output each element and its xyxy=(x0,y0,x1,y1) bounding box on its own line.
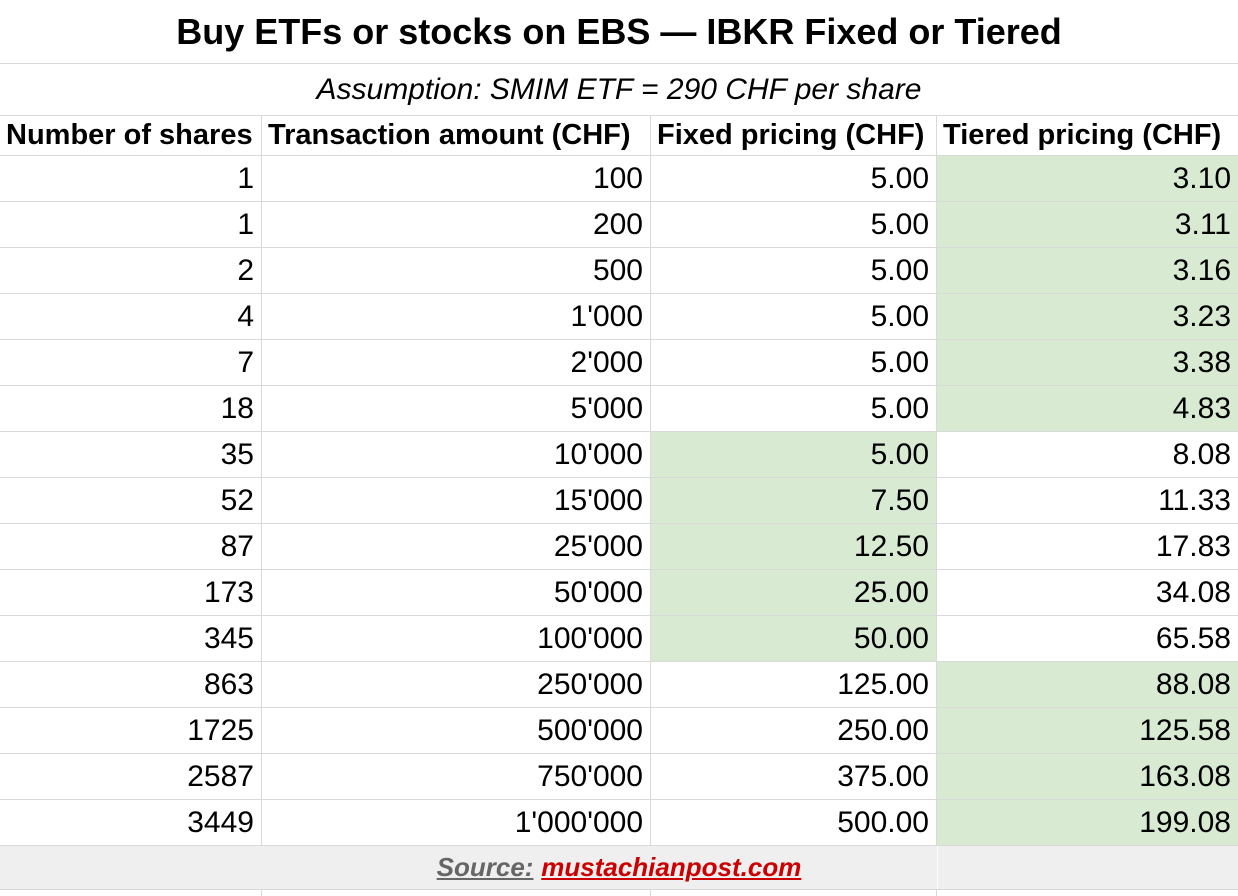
cell-transaction-amount: 15'000 xyxy=(262,478,651,524)
cell-tiered-pricing: 3.23 xyxy=(937,294,1238,340)
cell-fixed-pricing: 5.00 xyxy=(651,432,937,478)
cell-transaction-amount: 500'000 xyxy=(262,708,651,754)
cell-transaction-amount: 1'000'000 xyxy=(262,800,651,846)
cell-fixed-pricing: 5.00 xyxy=(651,294,937,340)
table-row: 35 10'000 5.00 8.08 xyxy=(0,432,1238,478)
cell-transaction-amount: 250'000 xyxy=(262,662,651,708)
table-row: 2587 750'000 375.00 163.08 xyxy=(0,754,1238,800)
cell-fixed-pricing: 5.00 xyxy=(651,248,937,294)
table-row: 173 50'000 25.00 34.08 xyxy=(0,570,1238,616)
cell-number-of-shares: 35 xyxy=(0,432,262,478)
cell-fixed-pricing: 375.00 xyxy=(651,754,937,800)
cell-fixed-pricing: 5.00 xyxy=(651,202,937,248)
cell-tiered-pricing: 199.08 xyxy=(937,800,1238,846)
cell-transaction-amount: 1'000 xyxy=(262,294,651,340)
edge-cell xyxy=(937,890,1238,896)
cell-fixed-pricing: 25.00 xyxy=(651,570,937,616)
cell-tiered-pricing: 65.58 xyxy=(937,616,1238,662)
cell-number-of-shares: 3449 xyxy=(0,800,262,846)
source-link[interactable]: mustachianpost.com xyxy=(541,852,802,882)
cell-tiered-pricing: 34.08 xyxy=(937,570,1238,616)
cell-number-of-shares: 7 xyxy=(0,340,262,386)
cell-fixed-pricing: 125.00 xyxy=(651,662,937,708)
header-row: Number of shares Transaction amount (CHF… xyxy=(0,116,1238,156)
cell-number-of-shares: 173 xyxy=(0,570,262,616)
footer-cell-divider xyxy=(937,846,938,889)
cell-number-of-shares: 1725 xyxy=(0,708,262,754)
cell-transaction-amount: 100'000 xyxy=(262,616,651,662)
table-row: 1725 500'000 250.00 125.58 xyxy=(0,708,1238,754)
edge-cell xyxy=(651,890,937,896)
table-row: 863 250'000 125.00 88.08 xyxy=(0,662,1238,708)
cell-transaction-amount: 10'000 xyxy=(262,432,651,478)
table-row: 18 5'000 5.00 4.83 xyxy=(0,386,1238,432)
table-body: 1 100 5.00 3.10 1 200 5.00 3.11 2 500 5.… xyxy=(0,156,1238,846)
cell-tiered-pricing: 3.16 xyxy=(937,248,1238,294)
cell-fixed-pricing: 7.50 xyxy=(651,478,937,524)
cell-number-of-shares: 87 xyxy=(0,524,262,570)
cell-tiered-pricing: 3.11 xyxy=(937,202,1238,248)
next-row-edge xyxy=(0,890,1238,896)
cell-number-of-shares: 2587 xyxy=(0,754,262,800)
cell-tiered-pricing: 88.08 xyxy=(937,662,1238,708)
table-row: 1 200 5.00 3.11 xyxy=(0,202,1238,248)
column-header-number-of-shares: Number of shares xyxy=(0,116,262,156)
cell-number-of-shares: 863 xyxy=(0,662,262,708)
cell-transaction-amount: 2'000 xyxy=(262,340,651,386)
cell-fixed-pricing: 5.00 xyxy=(651,156,937,202)
cell-tiered-pricing: 11.33 xyxy=(937,478,1238,524)
cell-number-of-shares: 345 xyxy=(0,616,262,662)
cell-transaction-amount: 5'000 xyxy=(262,386,651,432)
table-title: Buy ETFs or stocks on EBS — IBKR Fixed o… xyxy=(0,0,1238,64)
cell-number-of-shares: 1 xyxy=(0,156,262,202)
cell-transaction-amount: 200 xyxy=(262,202,651,248)
table-row: 1 100 5.00 3.10 xyxy=(0,156,1238,202)
cell-transaction-amount: 750'000 xyxy=(262,754,651,800)
cell-transaction-amount: 100 xyxy=(262,156,651,202)
table-row: 7 2'000 5.00 3.38 xyxy=(0,340,1238,386)
column-header-transaction-amount: Transaction amount (CHF) xyxy=(262,116,651,156)
cell-tiered-pricing: 3.10 xyxy=(937,156,1238,202)
cell-tiered-pricing: 163.08 xyxy=(937,754,1238,800)
cell-number-of-shares: 4 xyxy=(0,294,262,340)
cell-number-of-shares: 18 xyxy=(0,386,262,432)
edge-cell xyxy=(262,890,651,896)
cell-tiered-pricing: 17.83 xyxy=(937,524,1238,570)
cell-tiered-pricing: 4.83 xyxy=(937,386,1238,432)
column-header-fixed-pricing: Fixed pricing (CHF) xyxy=(651,116,937,156)
column-header-tiered-pricing: Tiered pricing (CHF) xyxy=(937,116,1238,156)
source-label: Source: xyxy=(436,852,534,882)
cell-tiered-pricing: 125.58 xyxy=(937,708,1238,754)
table-row: 4 1'000 5.00 3.23 xyxy=(0,294,1238,340)
cell-transaction-amount: 500 xyxy=(262,248,651,294)
edge-cell xyxy=(0,890,262,896)
cell-number-of-shares: 1 xyxy=(0,202,262,248)
cell-fixed-pricing: 500.00 xyxy=(651,800,937,846)
cell-fixed-pricing: 50.00 xyxy=(651,616,937,662)
table-row: 3449 1'000'000 500.00 199.08 xyxy=(0,800,1238,846)
table-row: 52 15'000 7.50 11.33 xyxy=(0,478,1238,524)
cell-fixed-pricing: 12.50 xyxy=(651,524,937,570)
source-row: Source: mustachianpost.com xyxy=(0,846,1238,890)
table-row: 87 25'000 12.50 17.83 xyxy=(0,524,1238,570)
cell-transaction-amount: 25'000 xyxy=(262,524,651,570)
table-row: 345 100'000 50.00 65.58 xyxy=(0,616,1238,662)
cell-fixed-pricing: 5.00 xyxy=(651,386,937,432)
cell-fixed-pricing: 250.00 xyxy=(651,708,937,754)
table-row: 2 500 5.00 3.16 xyxy=(0,248,1238,294)
cell-transaction-amount: 50'000 xyxy=(262,570,651,616)
cell-tiered-pricing: 8.08 xyxy=(937,432,1238,478)
cell-number-of-shares: 2 xyxy=(0,248,262,294)
cell-fixed-pricing: 5.00 xyxy=(651,340,937,386)
table-subtitle: Assumption: SMIM ETF = 290 CHF per share xyxy=(0,64,1238,116)
cell-tiered-pricing: 3.38 xyxy=(937,340,1238,386)
cell-number-of-shares: 52 xyxy=(0,478,262,524)
